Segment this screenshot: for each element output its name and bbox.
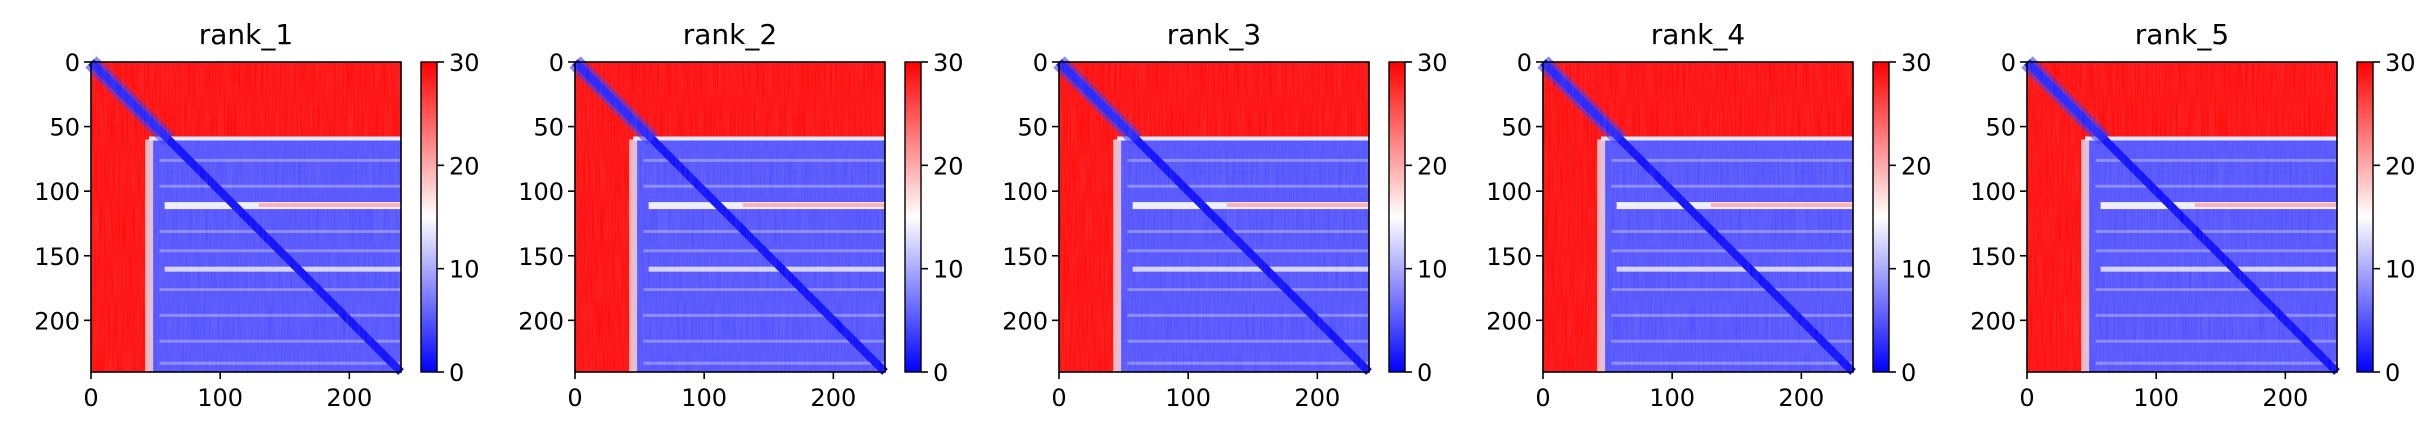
colorbar-gradient (420, 61, 438, 373)
colorbar-tick-label: 20 (1417, 152, 1448, 180)
y-tick-label: 150 (1002, 243, 1048, 271)
y-tick-label: 150 (518, 243, 564, 271)
chart-panel-1: rank_1 0 50 100 150 200 0 100 200 0 10 20 30 (34, 18, 479, 412)
colorbar-tick-label: 30 (933, 49, 964, 77)
x-tick-label: 200 (810, 384, 856, 412)
colorbar-gradient (1872, 61, 1890, 373)
y-tick-label: 200 (1002, 307, 1048, 335)
heatmap-texture (1543, 62, 1853, 372)
colorbar: 0 10 20 30 (1388, 49, 1448, 387)
axes-frame (1058, 61, 1370, 373)
colorbar-tick-label: 10 (1417, 256, 1448, 284)
x-tick-label: 100 (197, 384, 243, 412)
x-tick-label: 100 (1165, 384, 1211, 412)
y-tick-label: 0 (1033, 49, 1048, 77)
colorbar-tick-label: 10 (933, 256, 964, 284)
y-tick-label: 100 (1002, 178, 1048, 206)
y-tick-label: 50 (1017, 114, 1048, 142)
y-tick-label: 100 (518, 178, 564, 206)
colorbar-tick-label: 10 (1901, 256, 1932, 284)
heatmap-texture (91, 62, 401, 372)
y-tick-label: 0 (1517, 49, 1532, 77)
colorbar-tick-label: 0 (933, 359, 948, 387)
colorbar-tick-label: 20 (933, 152, 964, 180)
y-tick-label: 200 (1486, 307, 1532, 335)
y-tick-label: 200 (1970, 307, 2016, 335)
x-tick-label: 100 (2133, 384, 2179, 412)
colorbar-tick-label: 0 (2385, 359, 2400, 387)
colorbar-tick-label: 20 (1901, 152, 1932, 180)
chart-panel-4: rank_4 0 50 100 150 200 0 100 200 0 10 20 30 (1486, 18, 1931, 412)
chart-title: rank_1 (199, 18, 293, 51)
y-tick-label: 100 (1970, 178, 2016, 206)
chart-title: rank_5 (2135, 18, 2229, 51)
chart-panel-5: rank_5 0 50 100 150 200 0 100 200 0 10 20 30 (1970, 18, 2415, 412)
x-tick-label: 0 (2019, 384, 2034, 412)
axes-frame (1542, 61, 1854, 373)
colorbar-tick-label: 0 (1417, 359, 1432, 387)
x-tick-label: 200 (1294, 384, 1340, 412)
x-tick-label: 0 (567, 384, 582, 412)
heatmap (1537, 56, 1856, 375)
y-tick-label: 0 (65, 49, 80, 77)
colorbar-tick-label: 30 (1417, 49, 1448, 77)
x-tick-label: 0 (1535, 384, 1550, 412)
heatmap-texture (1059, 62, 1369, 372)
x-tick-label: 100 (1649, 384, 1695, 412)
colorbar: 0 10 20 30 (904, 49, 964, 387)
axes-frame (574, 61, 886, 373)
x-tick-label: 200 (1778, 384, 1824, 412)
y-tick-label: 150 (1486, 243, 1532, 271)
y-tick-label: 200 (518, 307, 564, 335)
y-tick-label: 150 (34, 243, 80, 271)
heatmap (1053, 56, 1372, 375)
colorbar-gradient (904, 61, 922, 373)
colorbar-tick-label: 0 (1901, 359, 1916, 387)
colorbar: 0 10 20 30 (420, 49, 480, 387)
heatmap (569, 56, 888, 375)
x-tick-label: 200 (326, 384, 372, 412)
colorbar-tick-label: 20 (449, 152, 480, 180)
axes-frame (2026, 61, 2338, 373)
colorbar-tick-label: 10 (2385, 256, 2416, 284)
colorbar-gradient (1388, 61, 1406, 373)
heatmap-texture (2027, 62, 2337, 372)
colorbar-tick-label: 30 (449, 49, 480, 77)
x-tick-label: 100 (681, 384, 727, 412)
colorbar-tick-label: 30 (1901, 49, 1932, 77)
colorbar-tick-label: 10 (449, 256, 480, 284)
axes-frame (90, 61, 402, 373)
heatmap-texture (575, 62, 885, 372)
x-tick-label: 200 (2262, 384, 2308, 412)
chart-title: rank_2 (683, 18, 777, 51)
colorbar-tick-label: 30 (2385, 49, 2416, 77)
y-tick-label: 50 (49, 114, 80, 142)
heatmap (85, 56, 404, 375)
colorbar-gradient (2356, 61, 2374, 373)
y-tick-label: 0 (2001, 49, 2016, 77)
y-tick-label: 50 (1985, 114, 2016, 142)
chart-panel-3: rank_3 0 50 100 150 200 0 100 200 0 10 20 30 (1002, 18, 1447, 412)
colorbar-tick-label: 20 (2385, 152, 2416, 180)
chart-title: rank_3 (1167, 18, 1261, 51)
x-tick-label: 0 (1051, 384, 1066, 412)
colorbar-tick-label: 0 (449, 359, 464, 387)
chart-title: rank_4 (1651, 18, 1745, 51)
y-tick-label: 50 (1501, 114, 1532, 142)
heatmap (2021, 56, 2340, 375)
y-tick-label: 50 (533, 114, 564, 142)
colorbar: 0 10 20 30 (2356, 49, 2416, 387)
y-tick-label: 0 (549, 49, 564, 77)
y-tick-label: 100 (34, 178, 80, 206)
colorbar: 0 10 20 30 (1872, 49, 1932, 387)
chart-panel-2: rank_2 0 50 100 150 200 0 100 200 0 10 20 30 (518, 18, 963, 412)
y-tick-label: 100 (1486, 178, 1532, 206)
y-tick-label: 200 (34, 307, 80, 335)
x-tick-label: 0 (83, 384, 98, 412)
y-tick-label: 150 (1970, 243, 2016, 271)
